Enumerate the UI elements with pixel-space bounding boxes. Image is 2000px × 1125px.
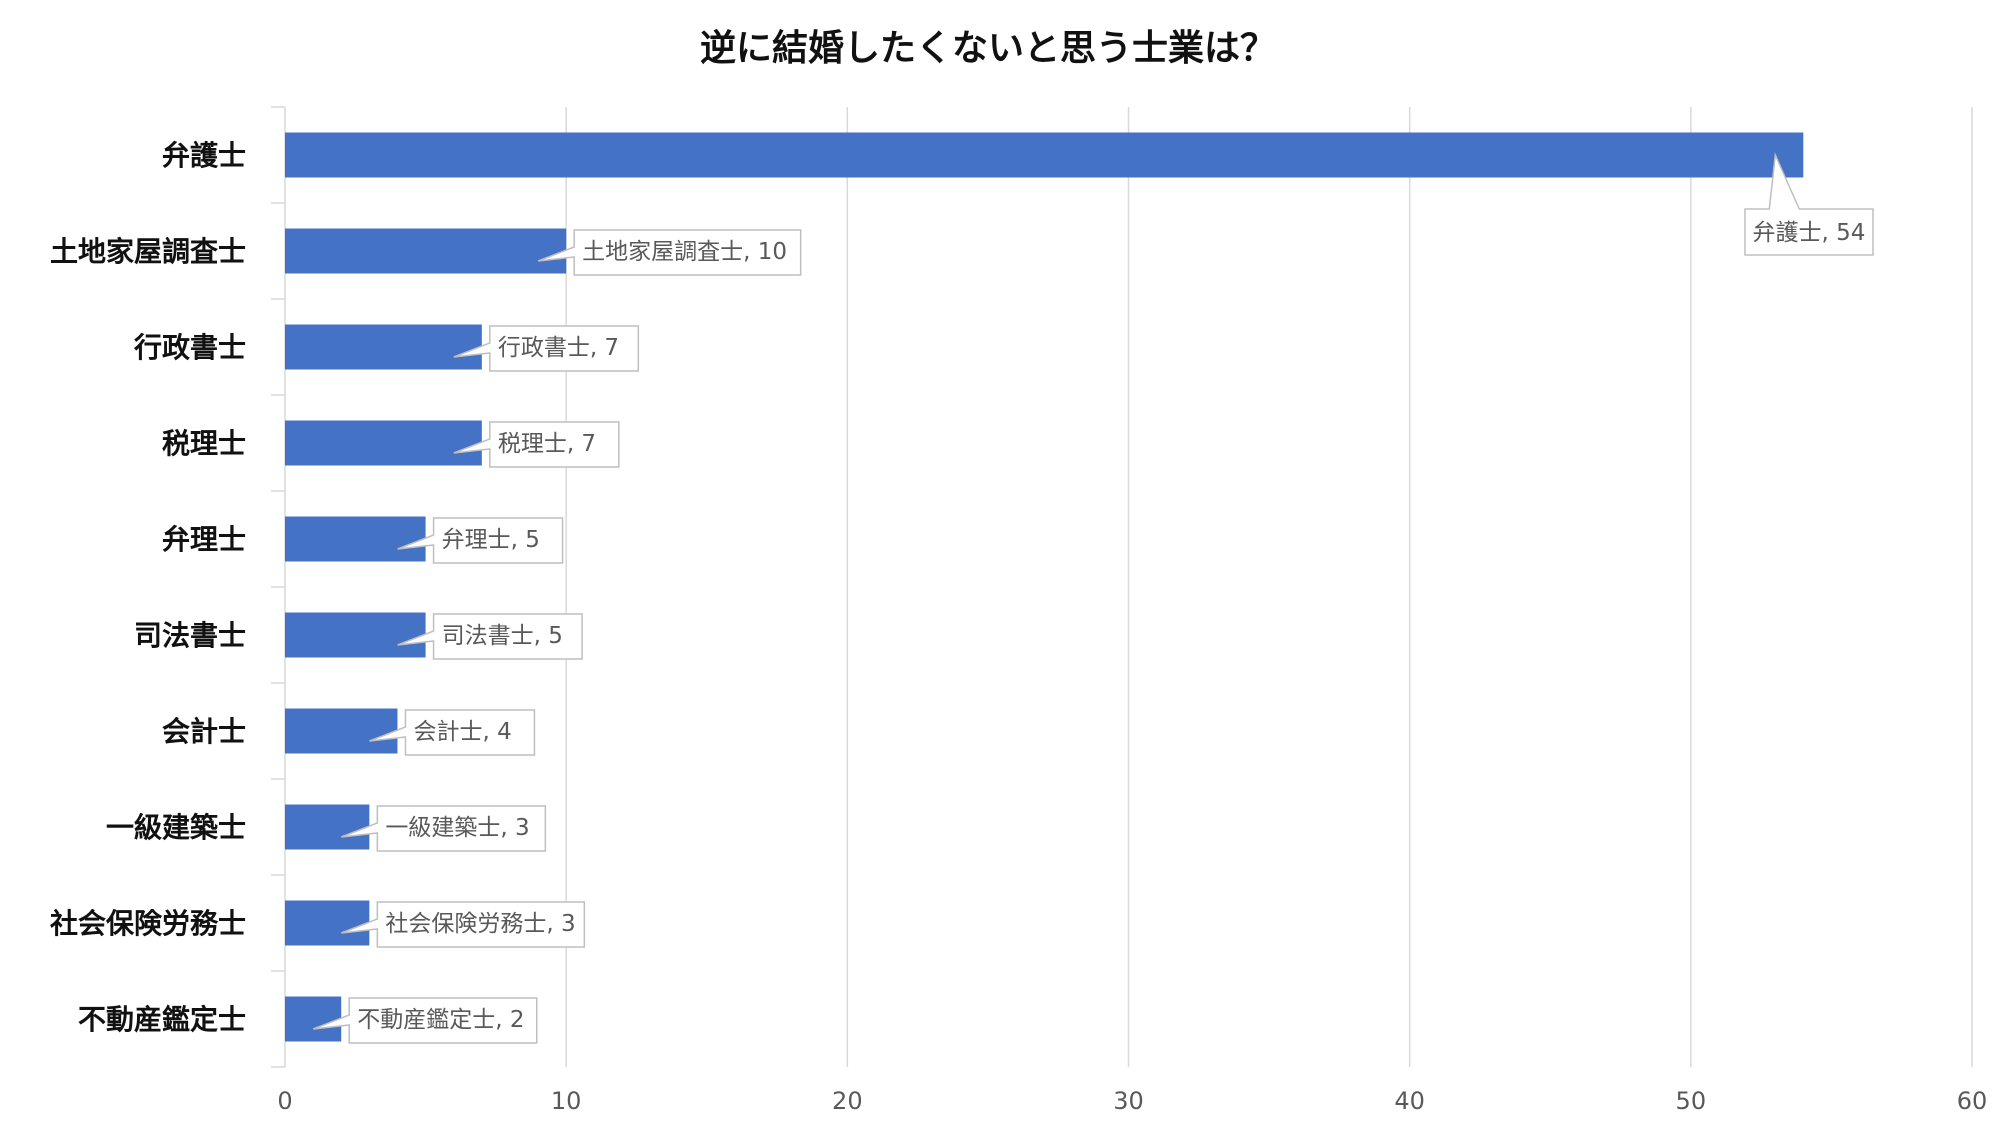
category-label: 社会保険労務士: [50, 907, 246, 940]
x-tick-label: 0: [277, 1087, 292, 1115]
data-label-box: [312, 997, 538, 1044]
data-label-box: [397, 613, 583, 660]
data-label: 弁護士, 54: [1753, 220, 1866, 246]
data-label-box: [453, 325, 640, 372]
value-axis-ticks: 0 10 20 30 40 50 60: [277, 1087, 1987, 1115]
bar: [285, 900, 370, 946]
data-label-box: [397, 517, 564, 564]
data-label-box: [1744, 152, 1874, 256]
category-label: 会計士: [162, 715, 246, 748]
chart-title: 逆に結婚したくないと思う士業は？: [700, 28, 1276, 69]
category-label: 行政書士: [133, 331, 246, 364]
data-label: 一級建築士, 3: [385, 815, 529, 841]
data-label-box: [369, 709, 536, 756]
x-tick-label: 50: [1676, 1087, 1707, 1115]
category-label: 一級建築士: [106, 811, 246, 844]
data-label: 不動産鑑定士, 2: [357, 1007, 524, 1033]
data-label: 税理士, 7: [498, 431, 596, 457]
bar: [285, 804, 370, 850]
bar: [285, 324, 482, 370]
data-label: 会計士, 4: [413, 719, 511, 745]
data-label-box: [341, 805, 547, 852]
bar: [285, 420, 482, 466]
category-axis: [271, 106, 286, 1068]
data-label: 司法書士, 5: [442, 623, 563, 649]
bar: [285, 708, 398, 754]
x-tick-label: 60: [1957, 1087, 1988, 1115]
bars: [285, 132, 1804, 1042]
data-label: 社会保険労務士, 3: [385, 911, 575, 937]
data-label: 土地家屋調査士, 10: [582, 239, 787, 265]
bar: [285, 516, 426, 562]
bar: [285, 996, 342, 1042]
x-tick-label: 30: [1113, 1087, 1144, 1115]
x-tick-label: 40: [1394, 1087, 1425, 1115]
category-label: 不動産鑑定士: [78, 1003, 246, 1036]
x-tick-label: 10: [551, 1087, 582, 1115]
bar: [285, 132, 1804, 178]
data-label-box: [341, 901, 586, 948]
data-label-box: [537, 229, 802, 276]
category-label: 土地家屋調査士: [50, 235, 246, 268]
category-label: 弁理士: [162, 523, 246, 556]
bar: [285, 612, 426, 658]
category-label: 税理士: [162, 427, 246, 460]
category-label: 弁護士: [162, 139, 246, 172]
data-labels: 弁護士, 54 土地家屋調査士, 10 行政書士, 7 税理士, 7 弁理士, 5 司法書…: [312, 152, 1874, 1044]
data-label: 行政書士, 7: [498, 335, 619, 361]
category-label: 司法書士: [134, 619, 246, 652]
x-tick-label: 20: [832, 1087, 863, 1115]
data-label-box: [453, 421, 620, 468]
category-labels: 弁護士土地家屋調査士行政書士税理士弁理士司法書士会計士一級建築士社会保険労務士不…: [50, 139, 246, 1036]
data-label: 弁理士, 5: [442, 527, 540, 553]
bar: [285, 228, 567, 274]
